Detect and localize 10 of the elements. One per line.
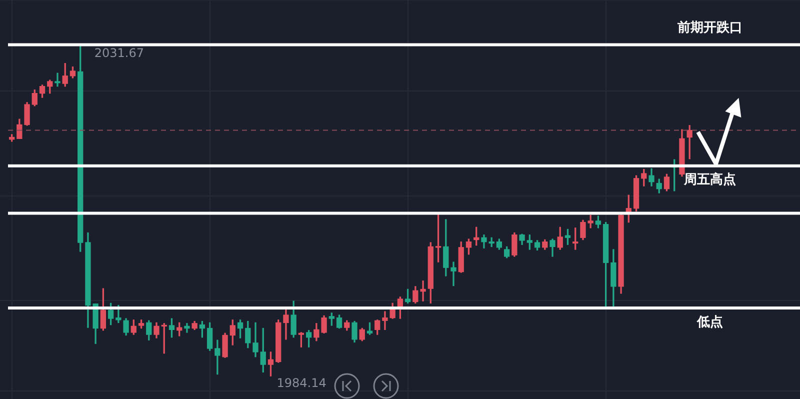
ref-line-label: 前期开跌口 bbox=[676, 20, 742, 36]
candlestick bbox=[214, 340, 220, 375]
candlestick bbox=[450, 262, 456, 286]
candlestick bbox=[686, 125, 692, 160]
annotation: 2031.67 bbox=[94, 46, 144, 60]
candlestick bbox=[184, 323, 190, 333]
ref-line-label: 周五高点 bbox=[683, 172, 736, 188]
annotation: 1984.14 bbox=[276, 376, 326, 390]
candlestick bbox=[54, 72, 60, 87]
ref-line-label: 低点 bbox=[696, 314, 723, 330]
